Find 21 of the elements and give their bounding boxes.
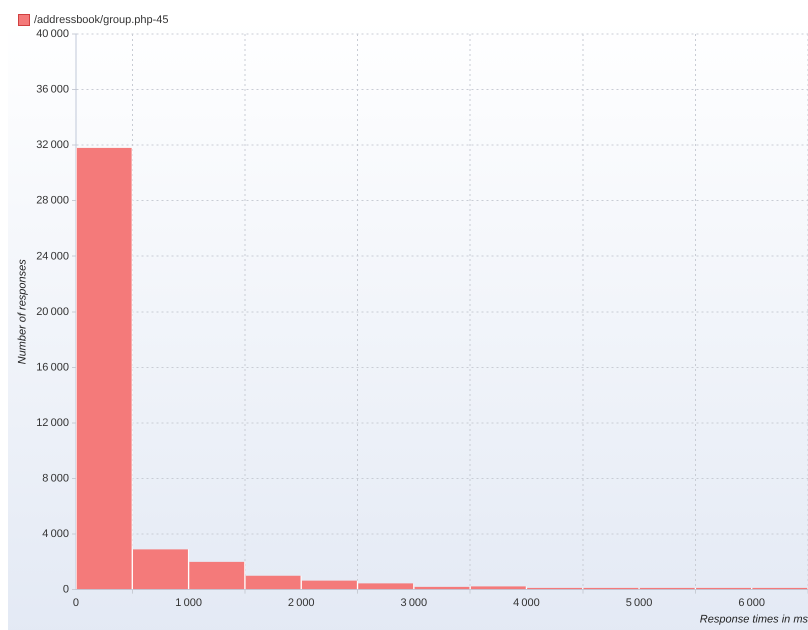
x-tick-label: 2 000 [288,597,315,610]
x-tick-label: 6 000 [738,597,766,610]
x-axis-title: Response times in ms [700,613,808,626]
y-tick-label: 0 [62,584,69,596]
text: /addressbook/group.php-45 [34,14,169,26]
y-tick-label: 4 000 [42,528,69,540]
y-tick-label: 16 000 [36,361,69,374]
x-tick-label: 5 000 [626,597,652,610]
y-tick-label: 20 000 [36,306,69,318]
y-tick-label: 24 000 [36,250,69,262]
y-tick-label: 32 000 [36,139,69,152]
y-tick-label: 36 000 [36,84,69,96]
y-axis-title: Number of responses [16,258,29,364]
x-tick-label: 4 000 [513,597,540,610]
y-tick-label: 12 000 [36,416,69,429]
y-tick-label: 28 000 [36,194,69,207]
y-tick-label: 40 000 [36,28,69,40]
y-tick-label: 8 000 [42,472,69,485]
x-tick-label: 3 000 [400,597,428,610]
x-tick-label: 0 [72,597,80,610]
x-tick-label: 1 000 [175,597,202,610]
